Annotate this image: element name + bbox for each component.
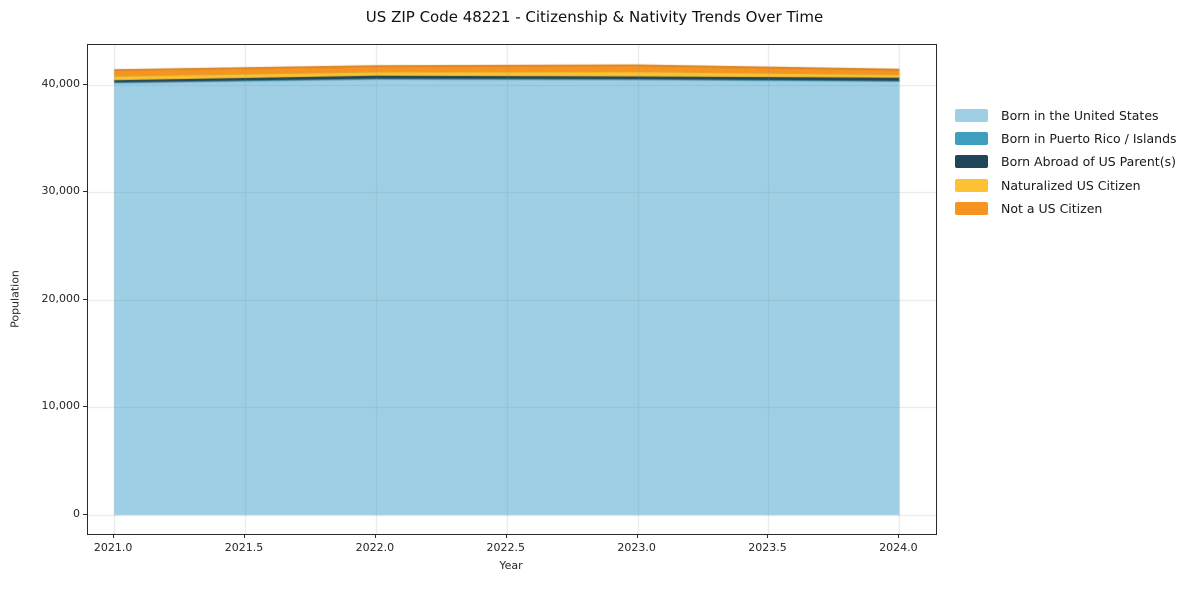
x-tick-label: 2023.0 xyxy=(617,541,656,554)
legend-label: Born Abroad of US Parent(s) xyxy=(1001,154,1176,170)
x-tick-label: 2022.5 xyxy=(486,541,526,554)
x-tick-mark xyxy=(505,534,507,538)
x-tick-mark xyxy=(636,534,638,538)
x-tick-mark xyxy=(113,534,115,538)
legend-label: Born in Puerto Rico / Islands xyxy=(1001,131,1177,147)
y-tick-label: 30,000 xyxy=(41,184,81,198)
legend-item: Born in Puerto Rico / Islands xyxy=(955,127,1177,150)
y-tick-mark xyxy=(83,83,87,85)
y-tick-label: 10,000 xyxy=(41,399,81,413)
x-axis-label: Year xyxy=(499,559,523,572)
plot-area xyxy=(87,44,937,535)
x-tick-mark xyxy=(898,534,900,538)
legend-swatch-naturalized xyxy=(955,178,988,192)
x-tick-mark xyxy=(244,534,246,538)
legend-label: Not a US Citizen xyxy=(1001,200,1103,216)
x-tick-mark xyxy=(374,534,376,538)
legend-item: Not a US Citizen xyxy=(955,197,1177,220)
x-tick-mark xyxy=(767,534,769,538)
y-tick-label: 40,000 xyxy=(41,76,81,90)
legend-swatch-not-citizen xyxy=(955,201,988,215)
stacked-area-chart-canvas xyxy=(88,45,936,534)
legend-swatch-born-us xyxy=(955,109,988,123)
y-tick-label: 0 xyxy=(73,506,80,520)
legend-item: Born Abroad of US Parent(s) xyxy=(955,150,1177,173)
y-tick-mark xyxy=(83,298,87,300)
legend-swatch-born-pr-islands xyxy=(955,132,988,146)
x-tick-label: 2023.5 xyxy=(748,541,787,554)
legend-label: Naturalized US Citizen xyxy=(1001,177,1141,193)
y-tick-label: 20,000 xyxy=(41,291,81,305)
legend-swatch-born-abroad xyxy=(955,155,988,169)
legend: Born in the United States Born in Puerto… xyxy=(955,104,1177,220)
y-tick-mark xyxy=(83,191,87,193)
x-tick-label: 2021.0 xyxy=(93,541,133,554)
legend-label: Born in the United States xyxy=(1001,108,1159,124)
x-tick-label: 2022.0 xyxy=(355,541,395,554)
x-tick-label: 2024.0 xyxy=(879,541,918,554)
y-tick-mark xyxy=(83,513,87,515)
legend-item: Born in the United States xyxy=(955,104,1177,127)
legend-item: Naturalized US Citizen xyxy=(955,174,1177,197)
x-tick-label: 2021.5 xyxy=(224,541,264,554)
y-tick-mark xyxy=(83,406,87,408)
chart-title: US ZIP Code 48221 - Citizenship & Nativi… xyxy=(365,8,824,26)
